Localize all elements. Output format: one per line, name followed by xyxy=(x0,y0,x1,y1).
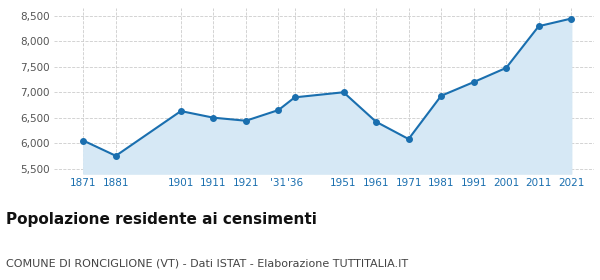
Text: COMUNE DI RONCIGLIONE (VT) - Dati ISTAT - Elaborazione TUTTITALIA.IT: COMUNE DI RONCIGLIONE (VT) - Dati ISTAT … xyxy=(6,258,408,268)
Text: Popolazione residente ai censimenti: Popolazione residente ai censimenti xyxy=(6,212,317,227)
